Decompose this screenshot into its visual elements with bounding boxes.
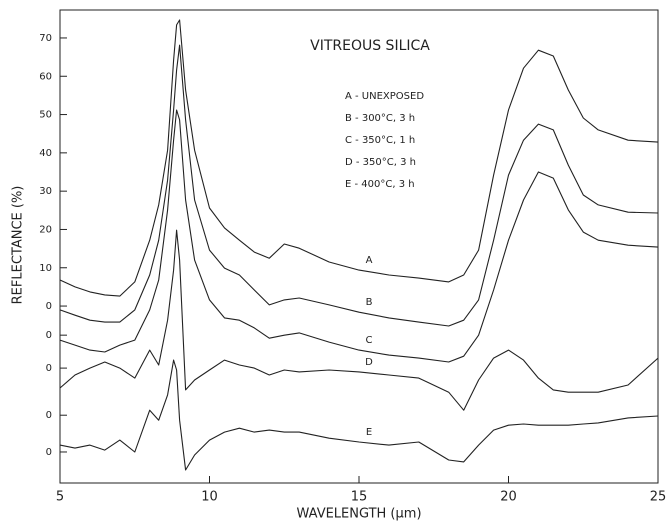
x-tick-label: 5 xyxy=(56,490,64,505)
y-tick-label: 40 xyxy=(39,148,52,159)
series-label: E xyxy=(366,427,372,438)
x-tick-label: 15 xyxy=(351,490,368,505)
y-tick-label: 50 xyxy=(39,110,52,121)
chart-title: VITREOUS SILICA xyxy=(310,38,430,54)
y-axis-label: REFLECTANCE (%) xyxy=(11,186,26,305)
y-tick-label: 60 xyxy=(39,71,52,82)
legend-entry: C - 350°C, 1 h xyxy=(345,135,415,146)
y-tick-label: 30 xyxy=(39,186,52,197)
series-line xyxy=(59,109,659,363)
legend-entry: A - UNEXPOSED xyxy=(345,91,424,102)
series-line xyxy=(59,359,659,471)
y-tick-label: 20 xyxy=(39,224,52,235)
x-tick-label: 25 xyxy=(650,490,667,505)
y-tick-label: 0 xyxy=(46,447,52,458)
y-tick-label: 0 xyxy=(46,410,52,421)
series-label: A xyxy=(366,255,373,266)
plot-frame xyxy=(59,9,659,484)
series-label: D xyxy=(365,357,373,368)
series-label: C xyxy=(366,335,373,346)
series-line xyxy=(59,19,659,297)
y-tick-label: 0 xyxy=(46,330,52,341)
y-tick-label: 0 xyxy=(46,363,52,374)
y-tick-label: 70 xyxy=(39,33,52,44)
series-line xyxy=(59,229,659,411)
x-tick-label: 20 xyxy=(500,490,517,505)
legend-entry: D - 350°C, 3 h xyxy=(345,157,416,168)
x-tick-label: 10 xyxy=(201,490,218,505)
y-tick-label: 10 xyxy=(39,263,52,274)
series-line xyxy=(59,44,659,327)
series-label: B xyxy=(366,297,373,308)
y-tick-label: 0 xyxy=(46,301,52,312)
legend-entry: E - 400°C, 3 h xyxy=(345,179,415,190)
x-axis-label: WAVELENGTH (µm) xyxy=(296,507,421,522)
legend-entry: B - 300°C, 3 h xyxy=(345,113,415,124)
